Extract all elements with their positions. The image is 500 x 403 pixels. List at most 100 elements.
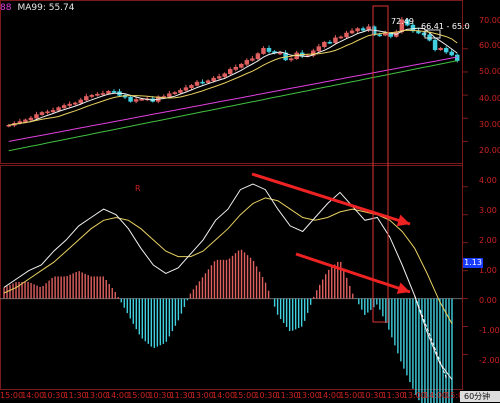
divergence-arrow-bottom-head <box>396 282 410 294</box>
candle-body <box>266 47 272 52</box>
candle-body <box>72 102 78 105</box>
candle-body <box>311 50 316 56</box>
dif-line <box>3 183 453 380</box>
divergence-arrow-top-head <box>396 214 410 227</box>
candle-body <box>344 32 349 38</box>
time-tick-label: 13:00 <box>402 391 426 400</box>
candle-body <box>250 58 255 61</box>
candle-body <box>95 93 100 96</box>
y-tick-label: 70.00 <box>479 16 500 25</box>
macd-tick-label: 2.00 <box>479 236 497 245</box>
candle-body <box>211 77 216 82</box>
candle-body <box>227 69 233 75</box>
moving-average-lines <box>8 27 458 152</box>
candle-body <box>377 34 382 37</box>
candle-body <box>421 32 427 36</box>
candle-body <box>383 33 388 36</box>
time-tick-label: 11:30 <box>63 391 87 400</box>
candle-body <box>233 67 239 70</box>
candle-body <box>261 47 266 54</box>
time-tick-label: 13:00 <box>84 391 108 400</box>
macd-tick-label: 1.00 <box>479 266 497 275</box>
ma-price-label: 66.41 - 65.0 <box>421 22 470 31</box>
candle-body <box>189 85 194 88</box>
candle-body <box>432 39 438 50</box>
time-tick-label: 15:00 <box>339 391 363 400</box>
candle-body <box>316 46 322 52</box>
macd-tick-label: -1.00 <box>479 326 500 335</box>
time-tick-label: 15:00 <box>233 391 257 400</box>
candle-body <box>139 98 144 101</box>
time-tick-label: 10:30 <box>42 391 66 400</box>
y-tick-label: 60.00 <box>479 41 500 50</box>
macd-tick-label: -2.00 <box>479 356 500 365</box>
ma-legend: 88 MA99: 55.74 <box>0 3 75 14</box>
r-marker: R <box>135 184 141 193</box>
candle-body <box>194 81 200 86</box>
ma-short-line <box>8 27 458 126</box>
time-tick-label: 11:30 <box>275 391 299 400</box>
candle-body <box>39 112 45 115</box>
macd-current-value: 1.13 <box>463 258 483 268</box>
candle-body <box>183 87 189 91</box>
price-box <box>424 29 441 39</box>
candle-body <box>449 51 454 56</box>
candle-body <box>454 54 460 61</box>
candle-body <box>28 117 34 121</box>
time-tick-label: 15:00 <box>127 391 151 400</box>
high-price-label: 72.49 <box>391 17 414 26</box>
candle-body <box>333 37 338 44</box>
candle-body <box>133 99 139 102</box>
candle-body <box>56 107 61 111</box>
time-tick-label: 10:30 <box>254 391 278 400</box>
divergence-arrow-top <box>251 172 411 226</box>
highlight-box <box>372 5 389 323</box>
y-tick-label: 20.00 <box>479 146 500 155</box>
period-selector[interactable]: 60分钟 <box>460 391 500 402</box>
candle-body <box>239 63 244 68</box>
time-tick-label: 14:00 <box>106 391 130 400</box>
candle-body <box>128 96 133 102</box>
candle-body <box>200 81 205 84</box>
ma-legend-b: MA99: 55.74 <box>17 3 75 13</box>
candle-body <box>205 80 211 83</box>
candle-body <box>322 41 327 47</box>
candle-body <box>67 103 72 106</box>
ma-99-line <box>8 60 458 152</box>
ma-legend-a: 88 <box>0 3 12 13</box>
candle-body <box>443 47 449 53</box>
candle-body <box>45 111 50 114</box>
candle-body <box>178 89 183 93</box>
candle-body <box>216 76 222 79</box>
time-axis: 15:00 14:00 10:30 11:30 13:00 14:00 15:00 10:30… <box>0 390 500 403</box>
candle-body <box>100 93 106 95</box>
divergence-arrow-bottom <box>295 252 411 294</box>
time-tick-label: 14:00 <box>212 391 236 400</box>
time-tick-label: 11:30 <box>381 391 405 400</box>
macd-tick-label: 3.00 <box>479 206 497 215</box>
y-tick-label: 50.00 <box>479 67 500 76</box>
candle-body <box>405 19 410 26</box>
candle-body <box>78 99 83 104</box>
grid-lines <box>0 0 468 390</box>
macd-tick-label: 4.00 <box>479 176 497 185</box>
candle-body <box>50 110 56 113</box>
time-tick-label: 15:00 <box>0 391 24 400</box>
candle-body <box>327 41 333 44</box>
price-axis: 70.00 60.00 50.00 40.00 30.00 20.00 4.00… <box>467 0 500 390</box>
candle-body <box>222 73 227 77</box>
time-tick-label: 14:00 <box>318 391 342 400</box>
macd-histogram <box>3 249 453 403</box>
time-tick-label: 13:00 <box>190 391 214 400</box>
time-tick-label: 14:00 <box>21 391 45 400</box>
candle-body <box>360 28 366 31</box>
ma-long-line <box>8 56 458 142</box>
time-tick-label: 13:00 <box>296 391 320 400</box>
macd-tick-label: 0.00 <box>479 296 497 305</box>
candle-body <box>349 30 355 34</box>
candle-body <box>255 53 261 60</box>
time-tick-label: 10:30 <box>148 391 172 400</box>
time-tick-label: 10:30 <box>360 391 384 400</box>
y-tick-label: 40.00 <box>479 94 500 103</box>
